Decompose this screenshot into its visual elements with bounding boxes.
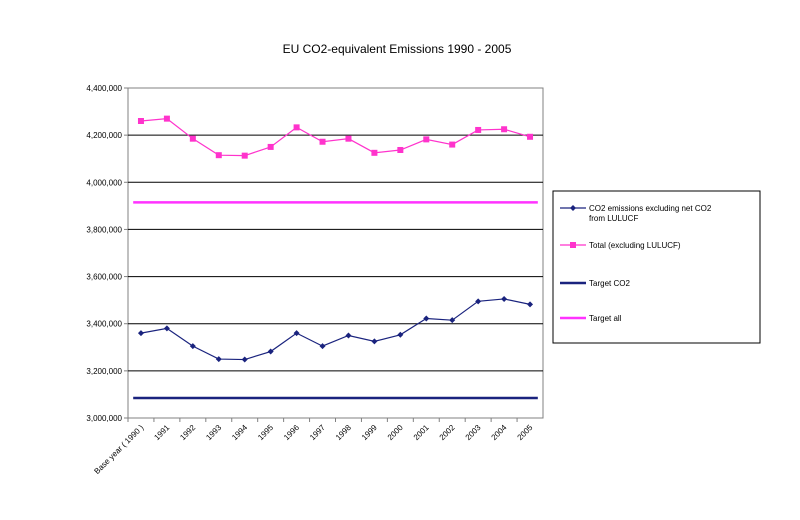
data-point [241, 356, 248, 363]
legend-marker [570, 242, 576, 248]
x-axis-tick-labels: Base year ( 1990 ) 1991 1992 1993 1994 1995 19… [92, 418, 535, 476]
y-tick-label: 3,400,000 [86, 320, 122, 329]
x-tick-label: 2005 [515, 423, 534, 442]
legend-label: CO2 emissions excluding net CO2 from LULU… [589, 204, 712, 223]
data-point [215, 152, 222, 159]
y-tick-label: 3,600,000 [86, 273, 122, 282]
y-tick-label: 3,800,000 [86, 225, 122, 234]
x-tick-label: 2000 [386, 423, 405, 442]
x-tick-label: 1991 [152, 423, 171, 442]
data-point [267, 348, 274, 355]
x-tick-label: 2001 [412, 423, 431, 442]
data-point [137, 330, 144, 337]
data-point [137, 118, 144, 124]
data-point [501, 295, 508, 302]
plot-area [127, 87, 544, 419]
chart-title: EU CO2-equivalent Emissions 1990 - 2005 [283, 42, 512, 56]
data-point [163, 115, 170, 122]
data-point [371, 149, 378, 156]
y-tick-label: 4,400,000 [86, 84, 122, 93]
data-point [397, 331, 404, 338]
data-point [189, 135, 196, 142]
data-point [449, 317, 456, 324]
legend-entry-2: Target CO2 [560, 279, 630, 288]
data-point [371, 338, 378, 345]
data-point [189, 343, 196, 350]
legend-label: Target CO2 [589, 279, 630, 288]
x-tick-label: 2003 [464, 423, 483, 442]
x-tick-label: 1994 [230, 423, 249, 442]
series-0 [137, 295, 534, 363]
data-point [345, 135, 352, 142]
x-tick-label: 1992 [178, 423, 197, 442]
data-point [319, 343, 326, 350]
data-point [423, 315, 430, 322]
y-tick-label: 4,000,000 [86, 178, 122, 187]
x-tick-label: 1999 [360, 423, 379, 442]
data-point [423, 136, 430, 143]
data-point [397, 146, 404, 153]
data-point [449, 141, 456, 148]
legend-marker [570, 205, 576, 211]
x-tick-label: 1995 [256, 423, 275, 442]
x-tick-label: 1997 [308, 423, 327, 442]
y-tick-label: 4,200,000 [86, 131, 122, 140]
data-point [527, 301, 534, 308]
y-tick-label: 3,200,000 [86, 367, 122, 376]
data-point [475, 126, 482, 133]
legend-entry-1: Total (excluding LULUCF) [560, 241, 681, 250]
data-point [527, 133, 534, 140]
x-tick-label: 1993 [204, 423, 223, 442]
data-point [319, 138, 326, 145]
x-tick-label: Base year ( 1990 ) [92, 423, 145, 476]
series-line [140, 298, 531, 361]
gridlines [128, 134, 543, 372]
data-point [163, 325, 170, 332]
x-tick-label: 2004 [490, 423, 509, 442]
data-point [501, 126, 508, 133]
data-point [267, 143, 274, 150]
legend-label: Target all [589, 314, 622, 323]
data-point [215, 356, 222, 363]
data-point [293, 330, 300, 337]
legend-items: CO2 emissions excluding net CO2 from LULU… [560, 204, 712, 323]
x-tick-label: 2002 [438, 423, 457, 442]
legend-entry-3: Target all [560, 314, 622, 323]
data-point [293, 124, 300, 131]
y-axis-tick-labels: 3,000,000 3,200,000 3,400,000 3,600,000 3,80… [86, 84, 128, 423]
legend [552, 190, 761, 344]
legend-entry-0: CO2 emissions excluding net CO2 from LULU… [560, 204, 712, 223]
y-tick-label: 3,000,000 [86, 414, 122, 423]
series-1 [137, 115, 534, 159]
legend-label: Total (excluding LULUCF) [589, 241, 681, 250]
data-point [241, 152, 248, 159]
data-point [475, 298, 482, 305]
series-line [140, 118, 531, 157]
data-point [345, 332, 352, 339]
x-tick-label: 1996 [282, 423, 301, 442]
x-tick-label: 1998 [334, 423, 353, 442]
series-layer [133, 115, 538, 400]
